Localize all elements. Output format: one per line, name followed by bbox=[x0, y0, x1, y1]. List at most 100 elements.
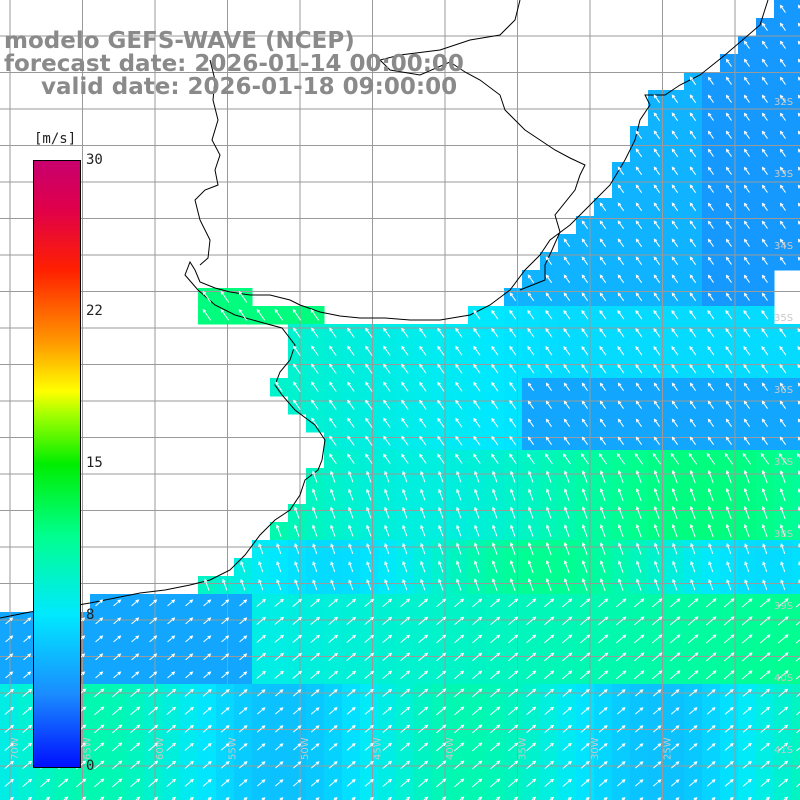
wind-arrow-head bbox=[509, 292, 514, 297]
wind-arrow-head bbox=[424, 706, 429, 711]
wind-arrow-head bbox=[365, 345, 369, 350]
wind-arrow bbox=[726, 383, 732, 391]
wind-arrow bbox=[654, 524, 660, 538]
wind-arrow-head bbox=[766, 796, 771, 800]
wind-arrow-head bbox=[797, 524, 800, 529]
wind-arrow bbox=[189, 797, 194, 800]
wind-arrow-head bbox=[370, 598, 375, 603]
wind-arrow-head bbox=[599, 506, 604, 511]
wind-arrow-head bbox=[514, 670, 519, 675]
wind-arrow-head bbox=[580, 453, 585, 458]
wind-arrow bbox=[256, 617, 266, 625]
wind-arrow bbox=[634, 689, 644, 697]
wind-arrow bbox=[618, 524, 624, 538]
wind-arrow-head bbox=[28, 706, 33, 711]
wind-arrow bbox=[256, 743, 266, 751]
wind-cell bbox=[558, 792, 577, 800]
wind-arrow bbox=[329, 346, 337, 356]
wind-arrow-head bbox=[383, 417, 387, 422]
wind-arrow bbox=[221, 617, 229, 625]
wind-arrow-head bbox=[478, 760, 483, 765]
wind-arrow bbox=[598, 616, 608, 626]
wind-arrow-head bbox=[496, 778, 501, 783]
wind-arrow bbox=[184, 779, 194, 787]
wind-arrow bbox=[598, 598, 608, 608]
wind-arrow bbox=[256, 761, 266, 769]
wind-cell bbox=[612, 792, 631, 800]
wind-arrow bbox=[795, 621, 800, 626]
wind-arrow bbox=[762, 167, 768, 175]
wind-arrow bbox=[670, 453, 680, 465]
wind-arrow-head bbox=[316, 652, 321, 657]
wind-arrow bbox=[671, 130, 679, 140]
wind-arrow-head bbox=[639, 761, 644, 765]
wind-arrow-head bbox=[689, 148, 694, 153]
wind-arrow-head bbox=[491, 363, 495, 368]
wind-arrow bbox=[63, 796, 68, 800]
wind-arrow bbox=[438, 489, 444, 501]
wind-cell bbox=[792, 234, 800, 253]
wind-cell bbox=[792, 504, 800, 523]
wind-arrow-head bbox=[694, 670, 699, 675]
wind-arrow-head bbox=[621, 707, 626, 711]
wind-arrow-head bbox=[402, 488, 406, 493]
wind-arrow-head bbox=[563, 274, 568, 279]
wind-arrow-head bbox=[492, 524, 496, 529]
wind-arrow-head bbox=[225, 761, 230, 765]
wind-arrow-head bbox=[635, 166, 640, 171]
wind-cell bbox=[792, 630, 800, 649]
wind-cell bbox=[738, 792, 757, 800]
wind-arrow bbox=[238, 707, 248, 715]
wind-arrow-head bbox=[510, 506, 514, 511]
wind-arrow-head bbox=[492, 470, 496, 475]
wind-arrow bbox=[366, 561, 372, 573]
wind-arrow-head bbox=[676, 652, 681, 657]
wind-arrow-head bbox=[294, 579, 298, 584]
wind-arrow-head bbox=[725, 238, 730, 243]
wind-arrow bbox=[346, 599, 356, 607]
wind-arrow bbox=[724, 761, 734, 769]
wind-arrow bbox=[418, 688, 428, 698]
wind-arrow bbox=[636, 524, 642, 538]
wind-arrow-head bbox=[617, 542, 622, 547]
wind-arrow bbox=[582, 401, 588, 409]
wind-arrow-head bbox=[707, 148, 712, 153]
wind-arrow bbox=[328, 599, 338, 607]
wind-arrow-head bbox=[370, 796, 374, 800]
wind-arrow-head bbox=[635, 309, 639, 314]
wind-arrow bbox=[456, 507, 462, 519]
wind-arrow bbox=[528, 471, 534, 483]
wind-arrow-head bbox=[743, 238, 748, 243]
wind-arrow bbox=[330, 544, 336, 554]
wind-arrow bbox=[546, 542, 552, 556]
wind-arrow bbox=[456, 525, 462, 537]
wind-arrow-head bbox=[581, 256, 586, 261]
wind-arrow-head bbox=[401, 327, 405, 332]
wind-arrow bbox=[726, 524, 732, 538]
wind-arrow-head bbox=[370, 760, 374, 765]
wind-arrow bbox=[441, 796, 446, 800]
wind-arrow bbox=[387, 797, 392, 800]
wind-arrow-head bbox=[748, 742, 752, 747]
wind-arrow-head bbox=[599, 436, 604, 441]
wind-arrow bbox=[383, 454, 391, 464]
wind-arrow-head bbox=[154, 778, 159, 783]
wind-arrow-head bbox=[496, 670, 501, 675]
wind-arrow-head bbox=[726, 543, 730, 548]
wind-arrow bbox=[477, 796, 482, 800]
wind-cell bbox=[396, 792, 415, 800]
wind-arrow-head bbox=[653, 130, 658, 135]
wind-arrow bbox=[366, 525, 372, 537]
wind-arrow-head bbox=[474, 524, 478, 529]
wind-arrow bbox=[202, 761, 212, 769]
wind-arrow bbox=[58, 778, 68, 788]
wind-arrow-head bbox=[712, 598, 717, 603]
wind-arrow bbox=[418, 634, 428, 644]
wind-arrow-head bbox=[640, 634, 645, 639]
wind-arrow bbox=[328, 761, 338, 769]
wind-arrow bbox=[328, 689, 338, 697]
wind-arrow-head bbox=[707, 274, 712, 279]
wind-arrow bbox=[798, 203, 800, 207]
wind-arrow bbox=[366, 543, 372, 555]
wind-arrow-head bbox=[478, 598, 483, 603]
